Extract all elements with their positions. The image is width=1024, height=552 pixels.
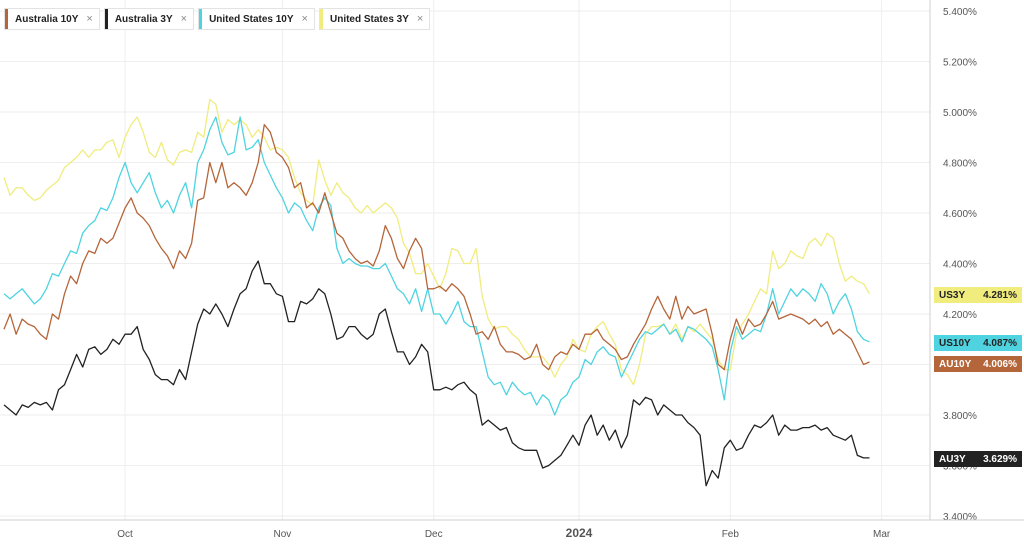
tag-name: AU3Y [939, 453, 966, 465]
series-line-au10 [3, 123, 870, 371]
x-tick-label: Dec [425, 529, 443, 540]
close-icon[interactable]: × [416, 13, 424, 25]
price-tag-au10y: AU10Y 4.006% [934, 356, 1022, 372]
legend-item-united-states-10y[interactable]: United States 10Y × [198, 8, 315, 30]
series-layer [3, 98, 871, 487]
legend-swatch [104, 9, 108, 29]
tag-name: US3Y [939, 289, 966, 301]
x-tick-label: Mar [873, 529, 891, 540]
legend-item-united-states-3y[interactable]: United States 3Y × [318, 8, 431, 30]
legend-label: United States 10Y [209, 13, 294, 25]
y-tick-label: 4.200% [943, 310, 977, 321]
y-tick-label: 4.600% [943, 209, 977, 220]
legend-label: United States 3Y [329, 13, 409, 25]
legend-swatch [319, 9, 323, 29]
y-tick-label: 3.400% [943, 512, 977, 523]
close-icon[interactable]: × [180, 13, 188, 25]
y-tick-label: 4.800% [943, 159, 977, 170]
price-tag-us10y: US10Y 4.087% [934, 335, 1022, 351]
chart-axes: 5.400% 5.200% 5.000% 4.800% 4.600% 4.400% 4.20… [0, 0, 1024, 540]
y-tick-label: 5.200% [943, 58, 977, 69]
series-line-au3 [3, 260, 870, 487]
legend: Australia 10Y × Australia 3Y × United St… [4, 8, 431, 30]
series-line-us3 [3, 98, 871, 386]
close-icon[interactable]: × [86, 13, 93, 25]
y-tick-label: 3.600% [943, 462, 977, 473]
y-tick-label: 5.000% [943, 108, 977, 119]
close-icon[interactable]: × [301, 13, 308, 25]
legend-item-australia-10y[interactable]: Australia 10Y × [4, 8, 100, 30]
y-tick-label: 5.400% [943, 7, 977, 18]
legend-swatch [5, 9, 8, 29]
tag-name: AU10Y [939, 358, 972, 370]
x-tick-label: Oct [117, 529, 133, 540]
x-tick-label: Nov [274, 529, 292, 540]
legend-label: Australia 10Y [15, 13, 79, 25]
legend-item-australia-3y[interactable]: Australia 3Y × [103, 8, 195, 30]
price-tag-us3y: US3Y 4.281% [934, 287, 1022, 303]
x-tick-label: 2024 [566, 526, 593, 540]
series-line-us10 [3, 116, 870, 416]
legend-swatch [199, 9, 203, 29]
x-tick-label: Feb [722, 529, 740, 540]
y-tick-label: 4.400% [943, 260, 977, 271]
tag-value: 3.629% [983, 453, 1017, 465]
price-tag-au3y: AU3Y 3.629% [934, 451, 1022, 467]
y-tick-label: 3.800% [943, 411, 977, 422]
tag-name: US10Y [939, 337, 971, 349]
tag-value: 4.087% [983, 337, 1017, 349]
chart-grid [0, 0, 930, 520]
tag-value: 4.281% [983, 289, 1017, 301]
legend-label: Australia 3Y [114, 13, 173, 25]
tag-value: 4.006% [983, 358, 1017, 370]
